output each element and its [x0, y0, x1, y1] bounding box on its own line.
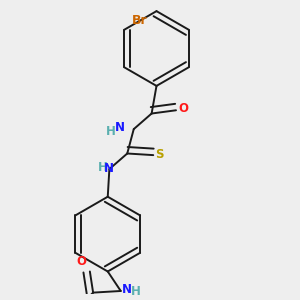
- Text: H: H: [98, 161, 108, 174]
- Text: Br: Br: [132, 14, 148, 27]
- Text: N: N: [104, 162, 114, 175]
- Text: N: N: [122, 283, 132, 296]
- Text: O: O: [76, 255, 86, 268]
- Text: H: H: [131, 285, 141, 298]
- Text: H: H: [106, 125, 116, 138]
- Text: O: O: [178, 103, 189, 116]
- Text: S: S: [155, 148, 164, 161]
- Text: N: N: [115, 121, 125, 134]
